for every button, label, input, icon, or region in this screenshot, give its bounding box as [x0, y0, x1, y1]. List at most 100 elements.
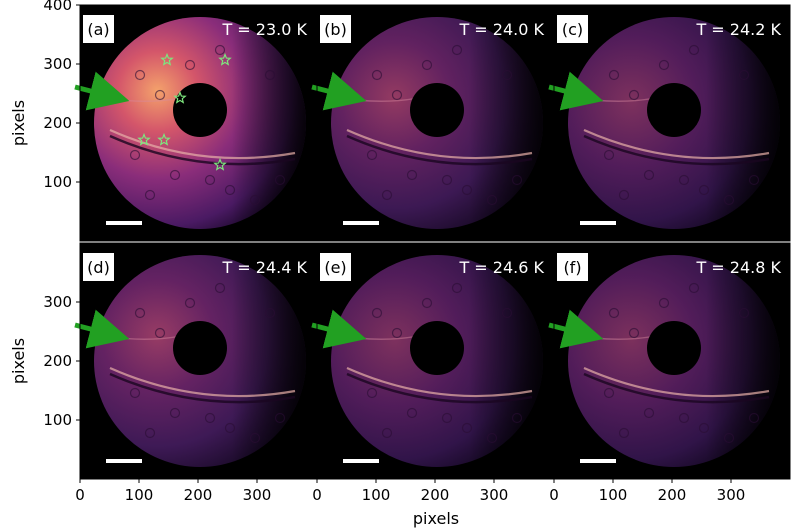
surface-defect — [608, 69, 620, 81]
x-tick-label: 200 — [184, 486, 213, 504]
arrow-icon — [74, 71, 130, 111]
surface-defect — [688, 282, 700, 294]
streak-shadow — [109, 134, 296, 166]
surface-defect — [406, 169, 418, 181]
panel-label: (e) — [324, 258, 346, 277]
x-tick-label: 300 — [243, 486, 272, 504]
surface-defect — [134, 307, 146, 319]
arrow-icon — [311, 309, 367, 349]
y-tick-label: 100 — [43, 173, 72, 191]
surface-defect — [214, 44, 226, 56]
surface-defect — [511, 174, 523, 186]
surface-defect — [154, 327, 166, 339]
x-tick-label: 0 — [312, 486, 322, 504]
arrow-icon — [548, 309, 604, 349]
y-axis-title-bottom: pixels — [9, 338, 28, 384]
panel-label: (a) — [87, 20, 109, 39]
surface-defect — [371, 307, 383, 319]
surface-defect — [204, 412, 216, 424]
panel-label-box — [320, 15, 351, 43]
surface-defect — [184, 297, 196, 309]
surface-defect — [723, 194, 735, 206]
x-tick-label: 200 — [658, 486, 687, 504]
surface-defect — [461, 184, 473, 196]
y-tick-label: 300 — [43, 55, 72, 73]
panel-frame — [316, 4, 554, 242]
x-tick-label: 200 — [421, 486, 450, 504]
surface-defect — [658, 297, 670, 309]
surface-defect — [678, 174, 690, 186]
streak-shadow — [346, 372, 533, 404]
arrow-icon — [74, 309, 130, 349]
image-panel-d: (d) T = 24.4 K — [74, 242, 317, 480]
surface-defect — [451, 282, 463, 294]
surface-defect — [381, 189, 393, 201]
panel-label: (b) — [324, 20, 347, 39]
y-tick-label: 200 — [43, 352, 72, 370]
y-axis-title-top: pixels — [9, 100, 28, 146]
surface-defect — [421, 59, 433, 71]
surface-defect — [264, 69, 276, 81]
surface-defect — [501, 69, 513, 81]
y-tick-label: 400 — [43, 0, 72, 14]
surface-defect — [441, 412, 453, 424]
panel-label: (f) — [563, 258, 581, 277]
x-axis-title: pixels — [413, 509, 459, 528]
surface-defect — [169, 407, 181, 419]
surface-defect — [366, 387, 378, 399]
center-hole — [647, 321, 701, 375]
streak-shadow — [346, 134, 533, 166]
surface-defect — [184, 59, 196, 71]
surface-defect — [169, 169, 181, 181]
scale-bar — [106, 459, 142, 463]
surface-defect — [451, 44, 463, 56]
surface-defect — [129, 149, 141, 161]
panel-frame — [553, 4, 791, 242]
panel-label-box — [83, 15, 114, 43]
scale-bar — [580, 459, 616, 463]
surface-defect — [628, 327, 640, 339]
surface-defect — [643, 407, 655, 419]
temperature-label: T = 24.0 K — [458, 20, 544, 39]
temperature-label: T = 24.2 K — [695, 20, 781, 39]
surface-defect — [371, 69, 383, 81]
surface-defect — [274, 174, 286, 186]
streak-line — [583, 366, 770, 398]
panel-label-box — [83, 253, 114, 281]
x-tick-label: 0 — [549, 486, 559, 504]
surface-defect — [486, 194, 498, 206]
axes-layer: 100 200 300 400 100 200 300 0 100 200 300 0 100 200 30… — [9, 0, 745, 528]
center-hole — [410, 83, 464, 137]
surface-defect — [678, 412, 690, 424]
surface-defect — [144, 189, 156, 201]
surface-defect — [249, 432, 261, 444]
arrow-icon — [548, 71, 604, 111]
image-panel-a: (a) T = 23.0 K — [74, 4, 317, 242]
star-icon — [213, 157, 227, 171]
center-hole — [647, 83, 701, 137]
surface-defect — [748, 412, 760, 424]
center-hole — [173, 83, 227, 137]
surface-defect — [204, 174, 216, 186]
star-icon — [137, 132, 151, 146]
surface-defect — [748, 174, 760, 186]
surface-defect — [391, 89, 403, 101]
streak-shadow — [109, 372, 296, 404]
surface-defect — [224, 422, 236, 434]
surface-defect — [608, 307, 620, 319]
surface-defect — [658, 59, 670, 71]
surface-defect — [406, 407, 418, 419]
image-panel-c: (c) T = 24.2 K — [548, 4, 791, 242]
surface-defect — [391, 327, 403, 339]
surface-defect — [486, 432, 498, 444]
star-icon — [160, 52, 174, 66]
scale-bar — [343, 221, 379, 225]
surface-defect — [129, 387, 141, 399]
surface-defect — [264, 307, 276, 319]
x-tick-label: 100 — [125, 486, 154, 504]
surface-defect — [154, 89, 166, 101]
arrow-icon — [311, 71, 367, 111]
surface-defect — [723, 432, 735, 444]
streak-line — [109, 366, 296, 398]
surface-defect — [603, 387, 615, 399]
